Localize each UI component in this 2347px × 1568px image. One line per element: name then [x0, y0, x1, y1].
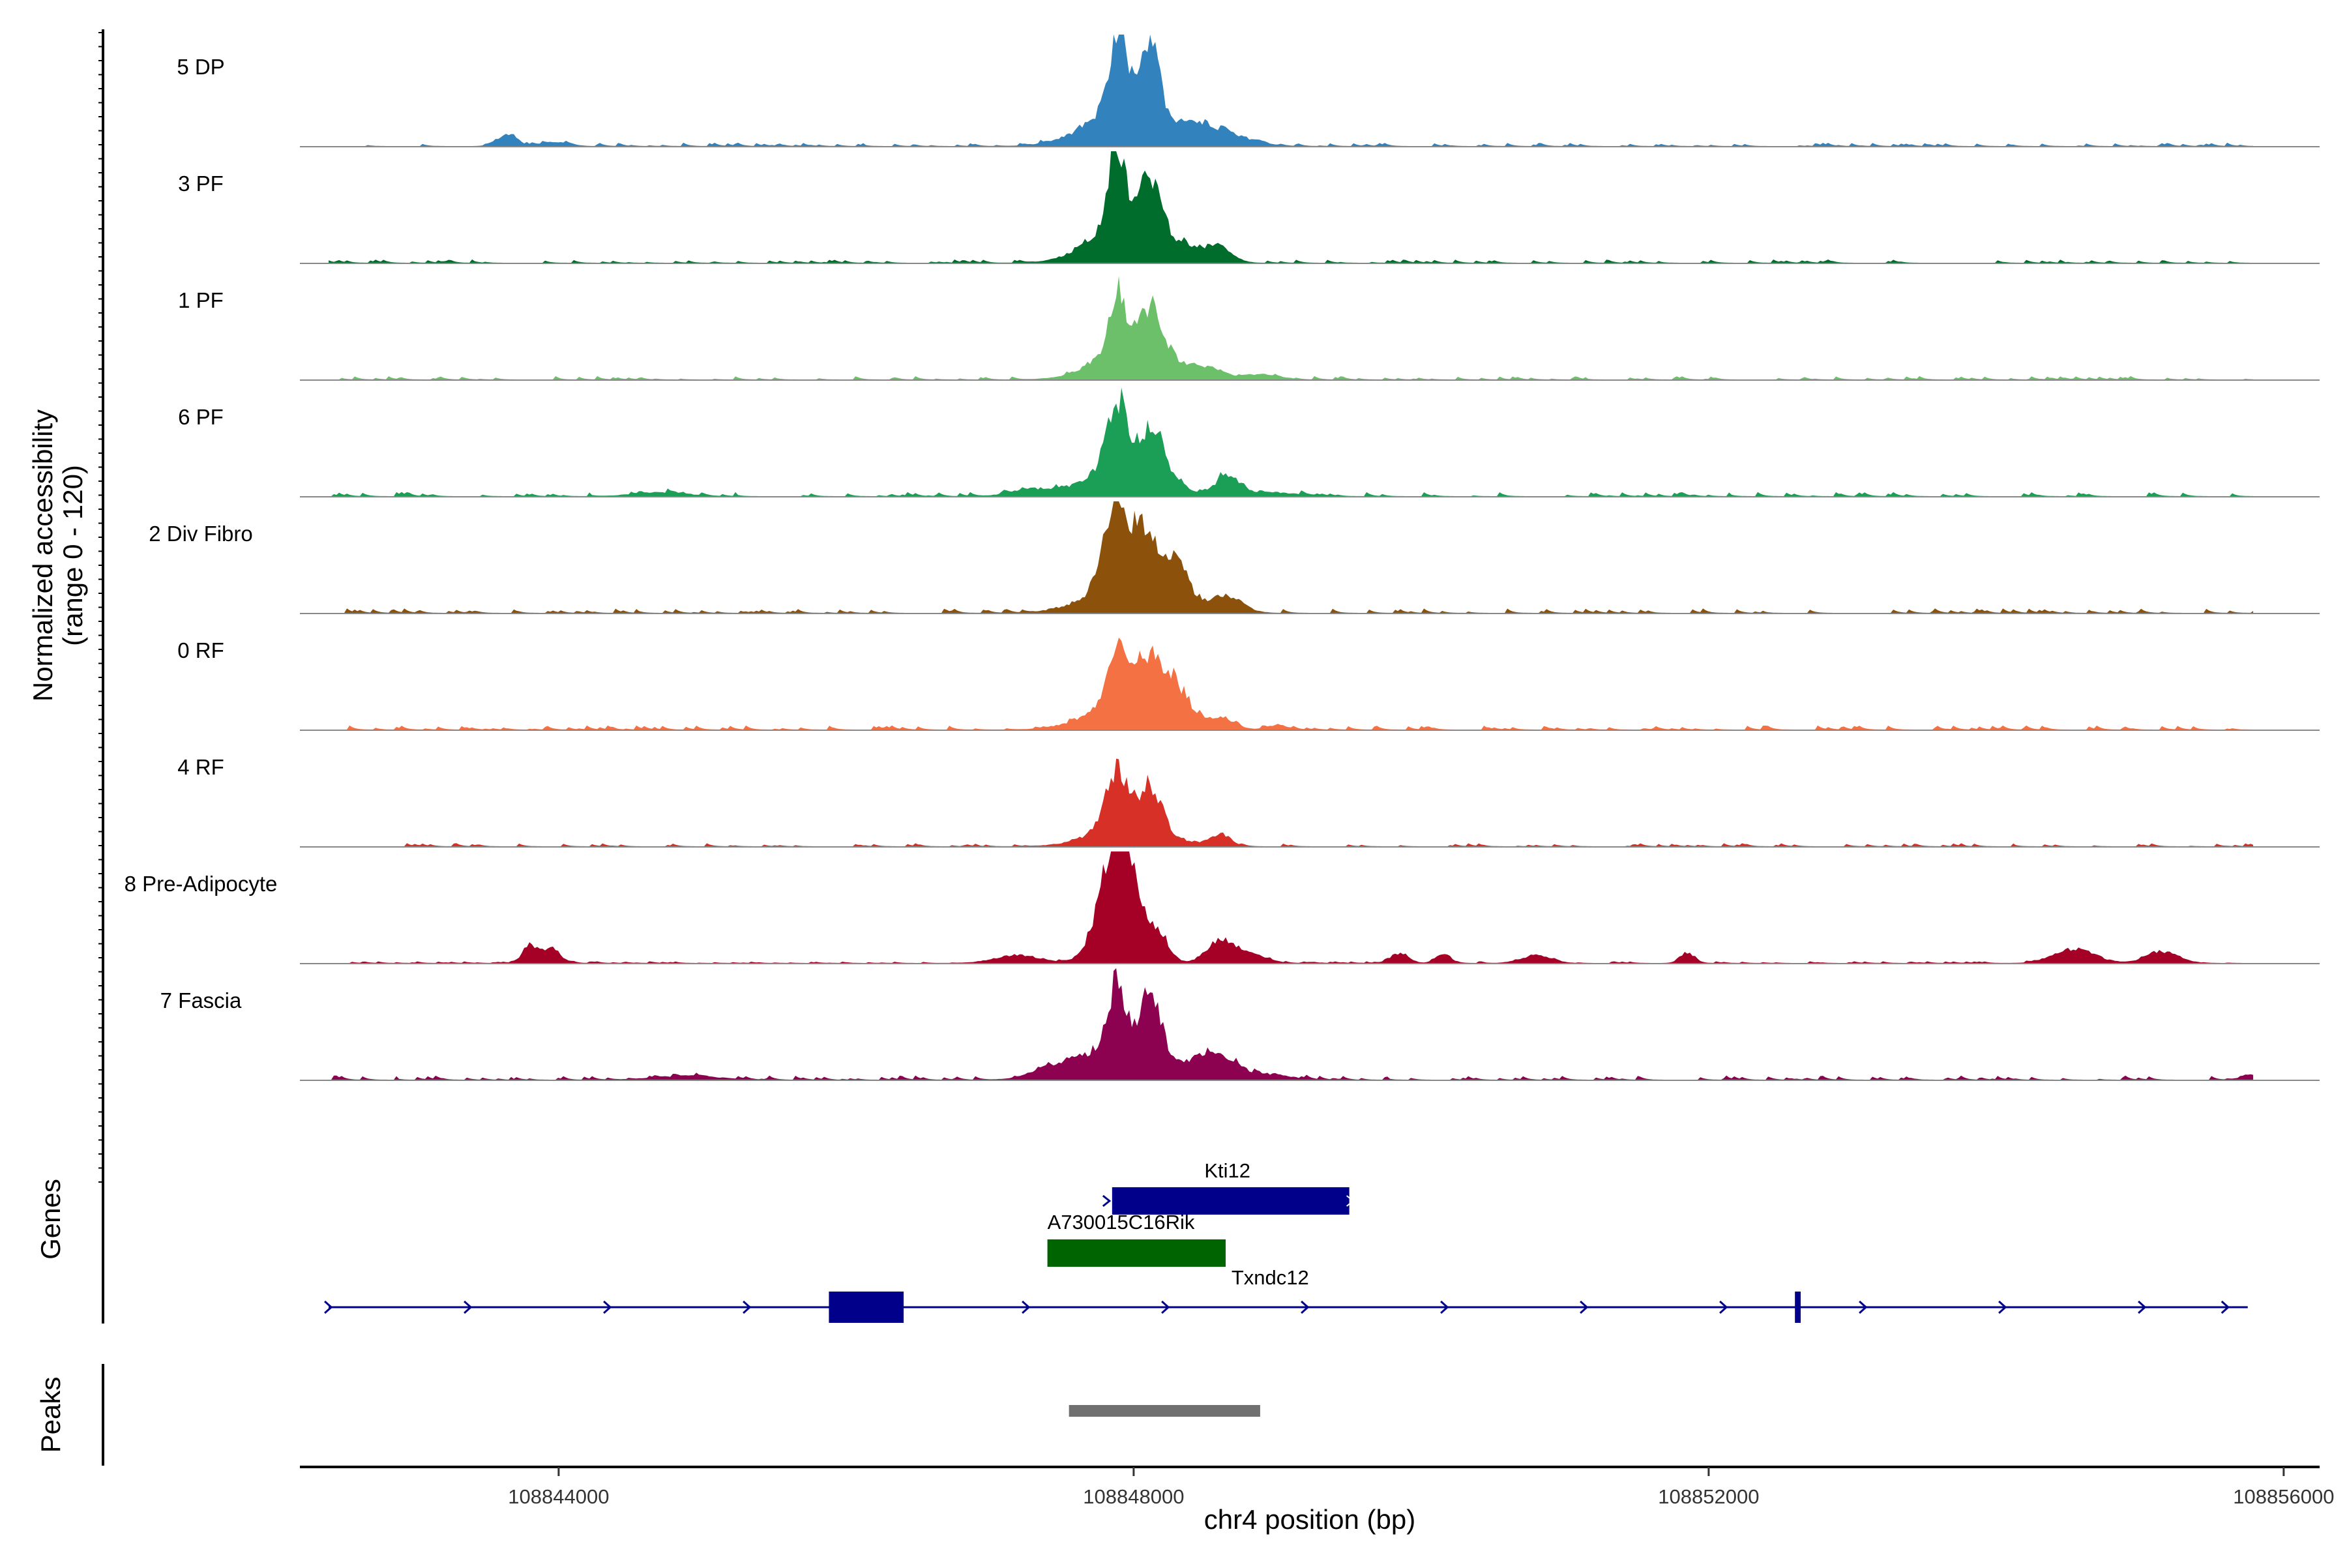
coverage-area	[329, 851, 2254, 963]
coverage-area	[329, 758, 2254, 846]
track-2-div-fibro: 2 Div Fibro	[149, 501, 2320, 614]
gene-strand-arrow	[464, 1300, 473, 1314]
gene-strand-arrow	[324, 1300, 333, 1314]
x-axis: 108844000 108848000 108852000 108856000	[300, 1466, 2334, 1508]
track-label: 2 Div Fibro	[149, 522, 253, 546]
track-5-dp: 5 DP	[177, 35, 2320, 147]
gene-strand-arrow	[1859, 1300, 1868, 1314]
y-axis	[98, 29, 104, 1192]
x-tick-label: 108844000	[508, 1485, 609, 1508]
gene-txndc12: Txndc12	[324, 1266, 2248, 1323]
x-tick-label: 108856000	[2233, 1485, 2334, 1508]
gene-a730015c16rik: A730015C16Rik	[1047, 1211, 1226, 1267]
gene-label: Txndc12	[1232, 1266, 1309, 1289]
track-label: 4 RF	[177, 755, 224, 779]
gene-kti12: Kti12	[1102, 1159, 1355, 1215]
gene-strand-arrow	[1719, 1300, 1728, 1314]
track-6-pf: 6 PF	[178, 387, 2320, 497]
track-4-rf: 4 RF	[177, 755, 2320, 848]
track-3-pf: 3 PF	[178, 151, 2320, 264]
gene-strand-arrow	[1102, 1194, 1112, 1207]
track-label: 0 RF	[177, 638, 224, 662]
track-label: 6 PF	[178, 405, 224, 429]
gene-exon	[1795, 1292, 1801, 1323]
gene-strand-arrow	[743, 1300, 752, 1314]
coverage-area	[329, 638, 2254, 730]
track-0-rf: 0 RF	[177, 638, 2320, 731]
peak-track	[102, 1364, 1260, 1466]
gene-strand-arrow	[1301, 1300, 1310, 1314]
coverage-area	[329, 968, 2254, 1080]
gene-body	[1112, 1187, 1350, 1215]
gene-track: Kti12 A730015C16Rik Txndc12	[102, 1115, 2248, 1324]
coverage-tracks: 5 DP 3 PF 1 PF 6 PF 2 Div Fibro 0 RF 4 RF 8 Pre…	[125, 35, 2320, 1081]
gene-strand-arrow	[2138, 1300, 2147, 1314]
coverage-area	[329, 151, 2254, 263]
gene-strand-arrow	[1022, 1300, 1031, 1314]
track-label: 8 Pre-Adipocyte	[125, 872, 278, 896]
gene-strand-arrow	[1440, 1300, 1449, 1314]
x-axis-title: chr4 position (bp)	[1204, 1504, 1416, 1535]
track-label: 7 Fascia	[160, 988, 242, 1013]
gene-strand-arrow	[603, 1300, 612, 1314]
coverage-area	[329, 35, 2254, 146]
gene-strand-arrow	[1580, 1300, 1589, 1314]
gene-label: A730015C16Rik	[1048, 1211, 1195, 1234]
gene-body	[1047, 1239, 1226, 1267]
coverage-area	[329, 276, 2254, 379]
gene-label: Kti12	[1204, 1159, 1250, 1182]
track-label: 3 PF	[178, 171, 224, 196]
x-tick-label: 108848000	[1083, 1485, 1184, 1508]
genes-track-title: Genes	[35, 1179, 66, 1260]
track-7-fascia: 7 Fascia	[160, 968, 2320, 1081]
peak-region	[1069, 1405, 1260, 1417]
gene-strand-arrow	[1346, 1195, 1355, 1207]
gene-strand-arrow	[1998, 1300, 2007, 1314]
gene-strand-arrow	[1161, 1300, 1170, 1314]
gene-exon	[829, 1292, 904, 1323]
coverage-area	[329, 387, 2254, 496]
gene-strand-arrow	[2221, 1300, 2230, 1314]
track-label: 5 DP	[177, 55, 224, 79]
x-tick-label: 108852000	[1658, 1485, 1759, 1508]
coverage-area	[329, 501, 2254, 613]
y-axis-title-line1: Normalized accessibility	[27, 409, 58, 702]
y-axis-title-line2: (range 0 - 120)	[57, 465, 88, 646]
track-8-pre-adipocyte: 8 Pre-Adipocyte	[125, 851, 2320, 964]
track-label: 1 PF	[178, 288, 224, 312]
peaks-track-title: Peaks	[35, 1377, 66, 1453]
track-1-pf: 1 PF	[178, 276, 2320, 381]
